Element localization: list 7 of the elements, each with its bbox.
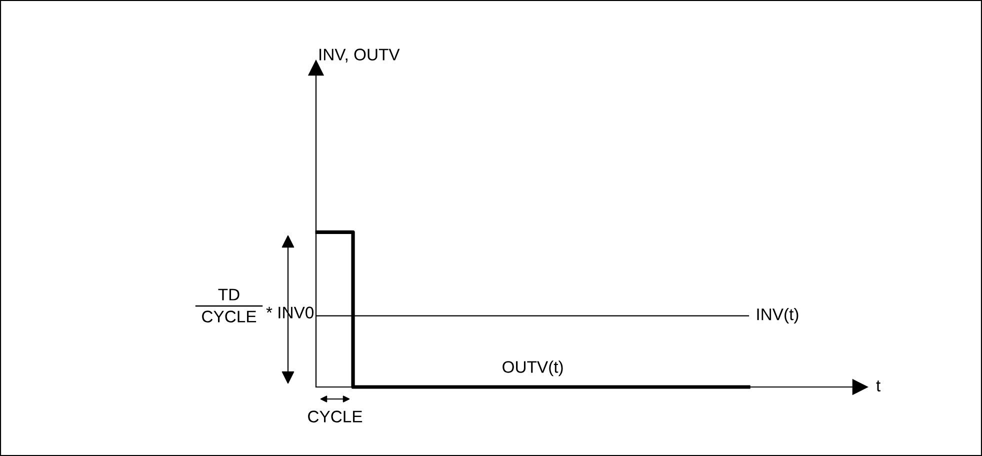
series-label: OUTV(t) bbox=[502, 360, 563, 376]
text: t bbox=[876, 380, 881, 392]
series-label: INV(t) bbox=[757, 308, 798, 324]
text: INV, OUTV bbox=[320, 48, 400, 62]
text: CYCLE bbox=[308, 410, 362, 422]
text: CYCLE bbox=[202, 310, 256, 322]
text: TD bbox=[218, 288, 240, 300]
